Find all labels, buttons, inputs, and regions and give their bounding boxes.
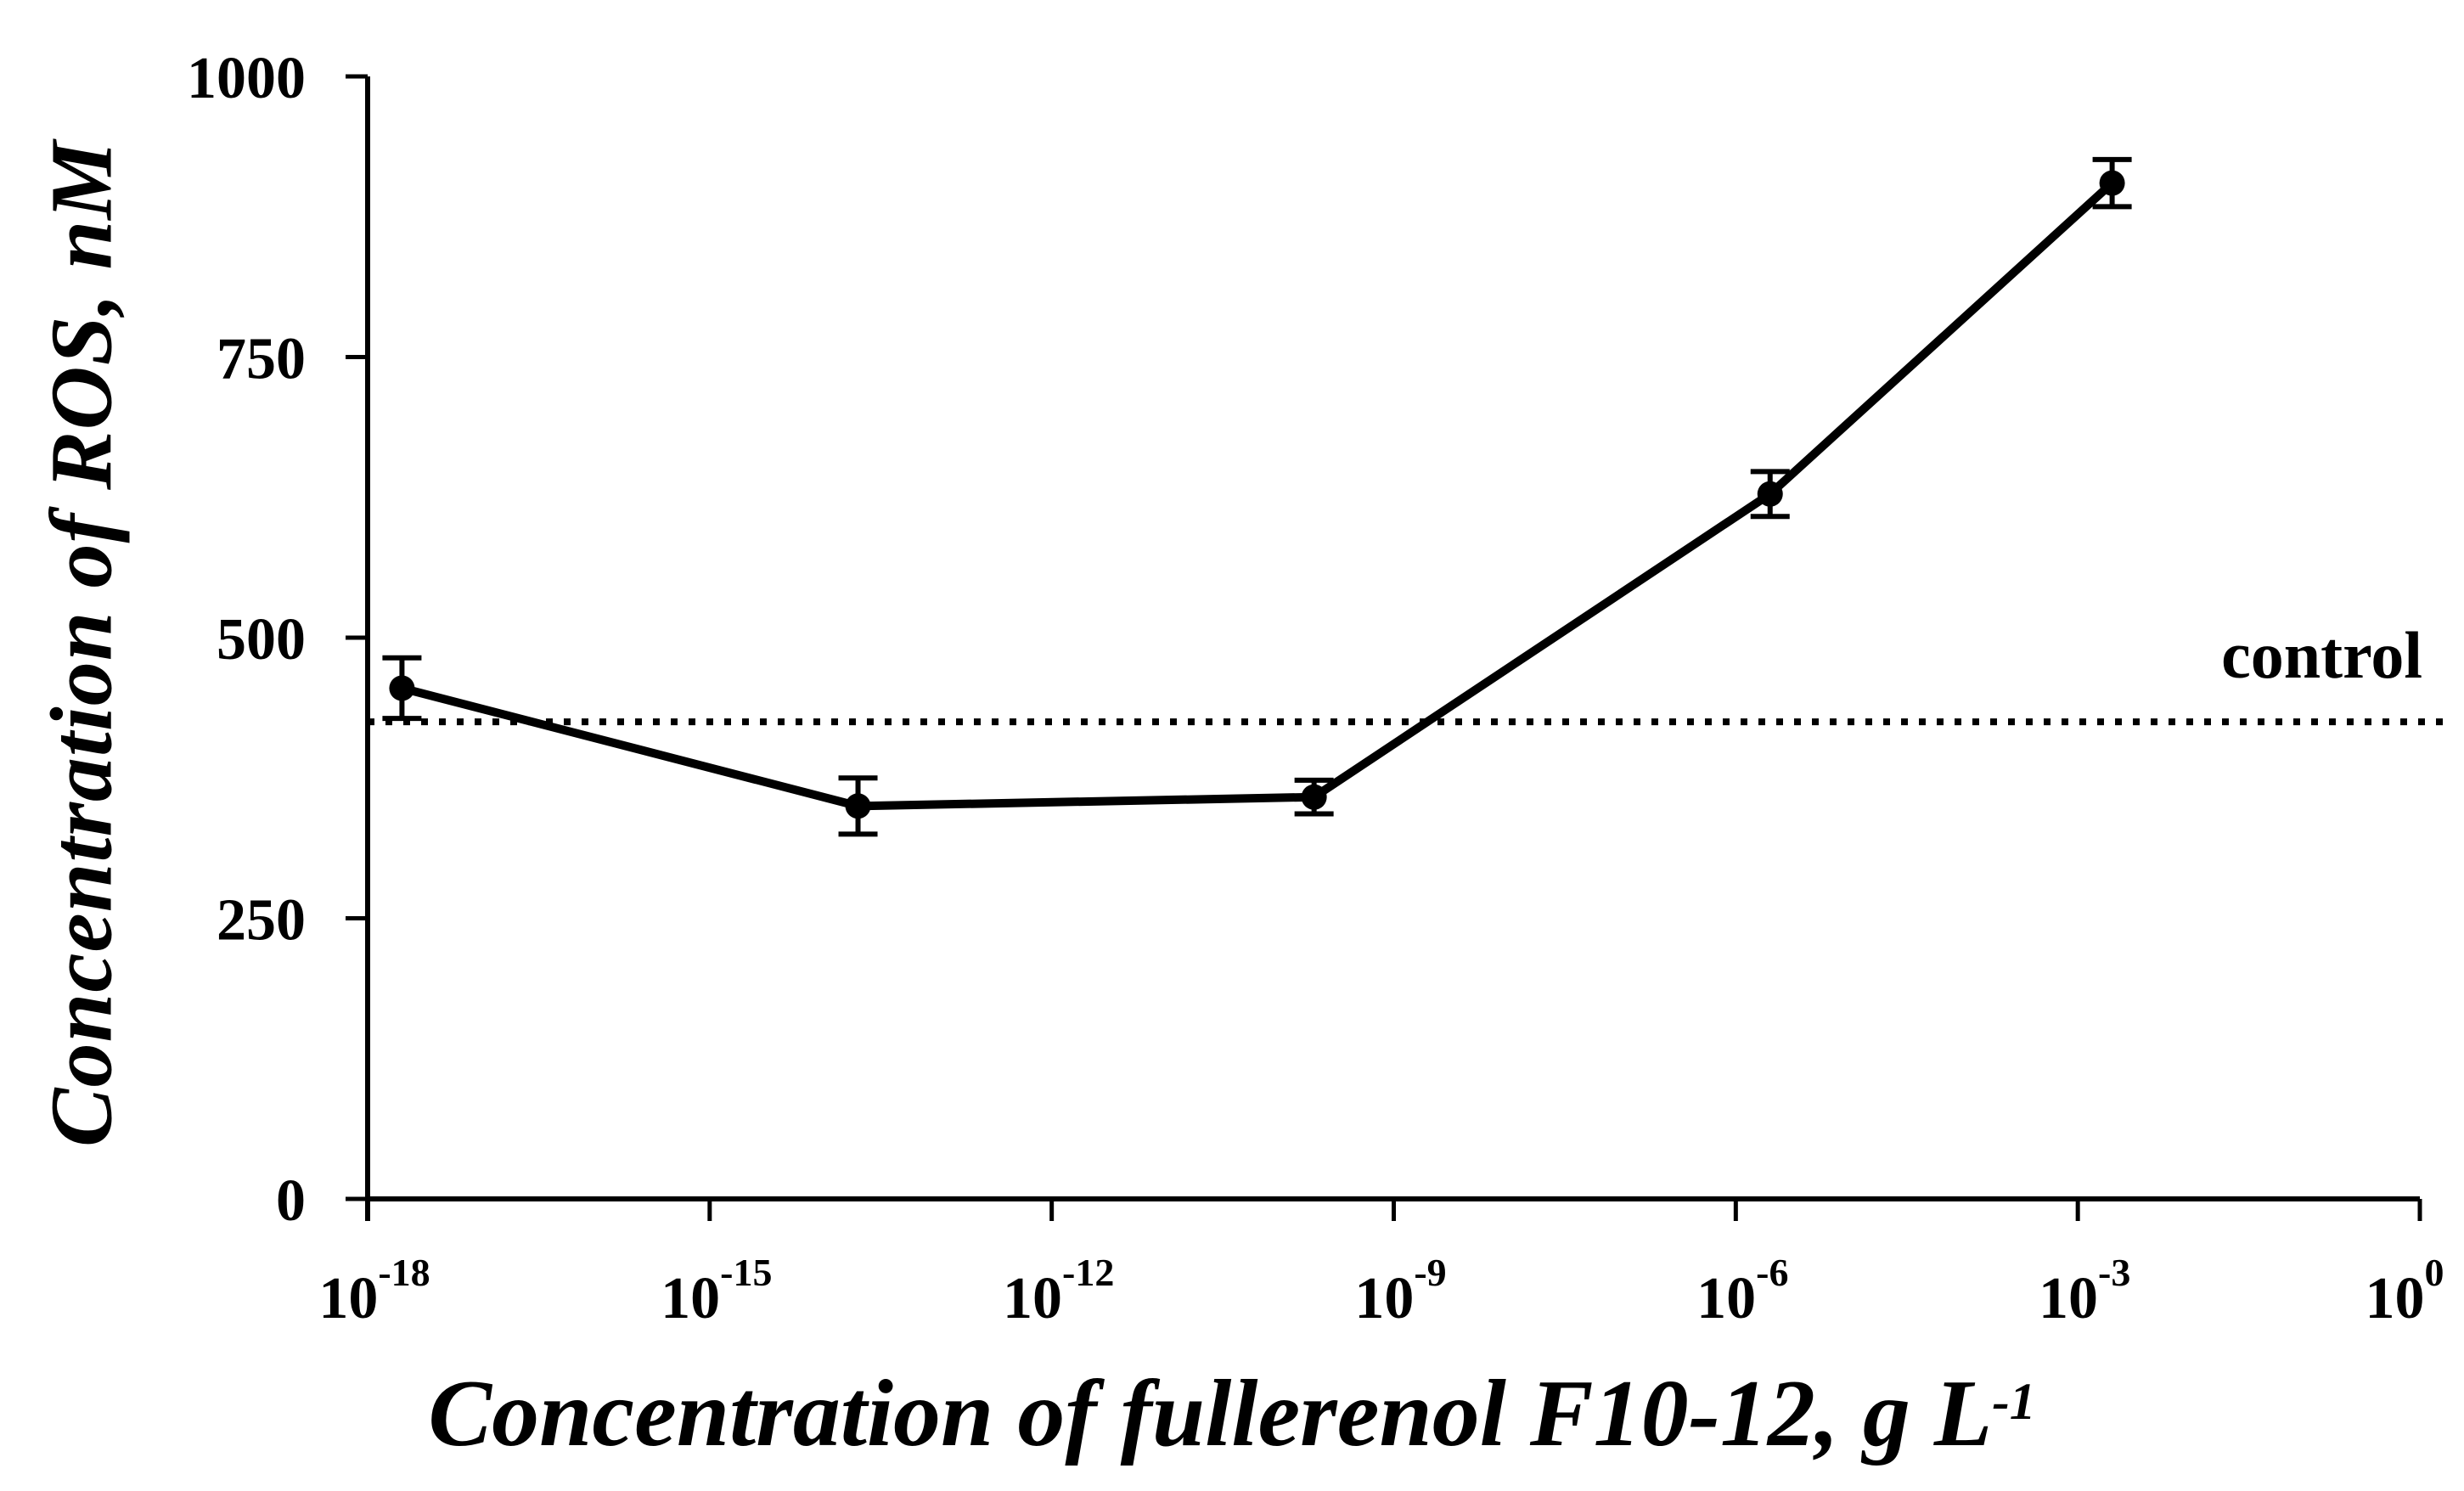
y-tick-label: 750 bbox=[217, 327, 306, 392]
x-axis-title: Concentration of fullerenol F10-12, g L-… bbox=[0, 1357, 2464, 1471]
x-tick-label: 10-6 bbox=[1696, 1251, 1788, 1331]
series-line bbox=[401, 179, 2115, 811]
data-point-marker bbox=[1757, 481, 1783, 507]
x-axis-title-exponent: -1 bbox=[1992, 1373, 2036, 1432]
data-point-marker bbox=[845, 793, 871, 819]
data-point-marker bbox=[1301, 784, 1327, 810]
y-tick-label: 500 bbox=[217, 607, 306, 672]
x-tick-label: 10-12 bbox=[1003, 1251, 1114, 1331]
x-tick-label: 10-15 bbox=[661, 1251, 772, 1331]
control-line-label: control bbox=[2221, 618, 2422, 692]
y-tick-label: 0 bbox=[276, 1168, 306, 1234]
data-point-marker bbox=[2099, 170, 2125, 196]
data-point-marker bbox=[389, 675, 415, 701]
y-tick-label: 1000 bbox=[187, 46, 306, 111]
x-tick-label: 10-9 bbox=[1354, 1251, 1446, 1331]
x-tick-label: 100 bbox=[2366, 1251, 2444, 1331]
x-tick-label: 10-3 bbox=[2039, 1251, 2130, 1331]
y-tick-label: 250 bbox=[217, 888, 306, 954]
x-tick-label: 10-18 bbox=[318, 1251, 430, 1331]
x-axis-title-text: Concentration of fullerenol F10-12, g L bbox=[428, 1361, 1993, 1466]
y-axis-title: Concentration of ROS, nM bbox=[32, 140, 131, 1147]
